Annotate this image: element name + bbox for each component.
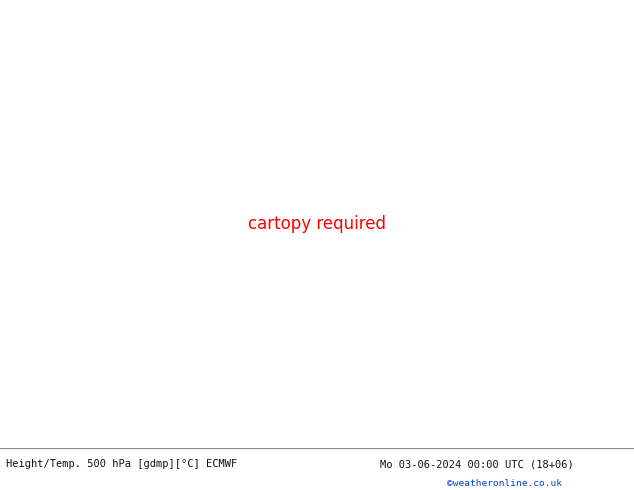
Text: cartopy required: cartopy required <box>248 215 386 233</box>
Text: Mo 03-06-2024 00:00 UTC (18+06): Mo 03-06-2024 00:00 UTC (18+06) <box>380 459 574 469</box>
Text: Height/Temp. 500 hPa [gdmp][°C] ECMWF: Height/Temp. 500 hPa [gdmp][°C] ECMWF <box>6 459 238 469</box>
Text: ©weatheronline.co.uk: ©weatheronline.co.uk <box>447 479 562 488</box>
